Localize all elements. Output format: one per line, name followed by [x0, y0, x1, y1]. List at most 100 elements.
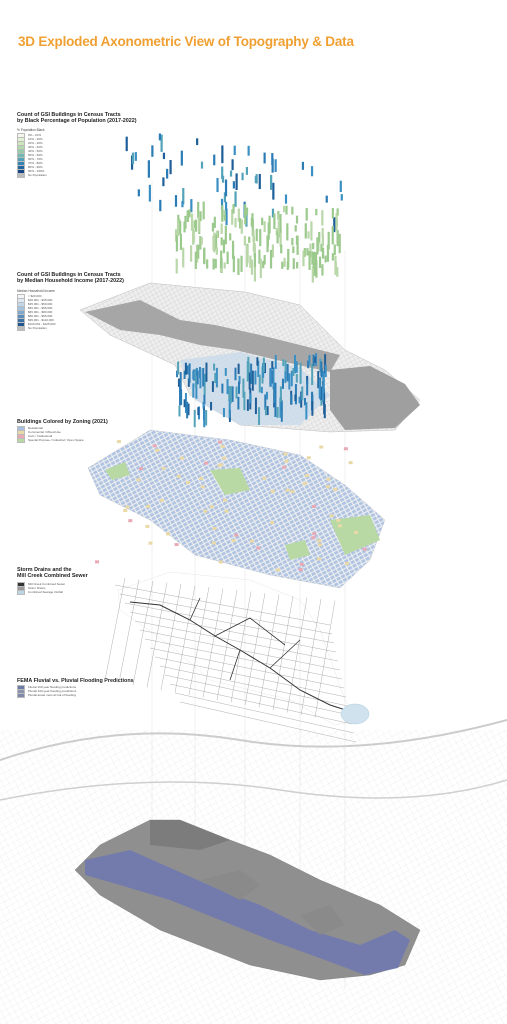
building-bar: [185, 480, 190, 484]
building-bar: [213, 363, 216, 371]
building-bar: [223, 209, 226, 218]
legend-sewer: Mill Creek Combined Sewer Storm Drains Com…: [17, 581, 65, 595]
building-bar: [307, 360, 310, 369]
building-bar: [206, 259, 209, 269]
storm-drain: [129, 611, 337, 653]
building-bar: [125, 136, 128, 152]
building-bar: [270, 521, 275, 525]
building-bar: [311, 401, 314, 416]
building-bar: [254, 176, 257, 184]
building-bar: [177, 214, 180, 223]
building-bar: [362, 547, 367, 551]
layer-median-income: [79, 282, 421, 433]
building-bar: [175, 234, 179, 252]
storm-drain: [164, 674, 351, 716]
building-bar: [169, 159, 172, 175]
building-bar: [202, 201, 205, 220]
building-bar: [151, 145, 154, 157]
section-title-income: Count of GSI Buildings in Census Tracts b…: [17, 272, 124, 285]
building-bar: [333, 488, 338, 492]
building-bar: [148, 541, 153, 545]
building-bar: [194, 251, 197, 270]
building-bar: [265, 391, 268, 400]
building-bar: [253, 262, 257, 282]
legend-black: % Population Black 0% - 10% 10% - 20% 20% …: [17, 128, 47, 178]
building-bar: [250, 259, 254, 275]
building-bar: [266, 235, 269, 253]
storm-drain: [244, 592, 266, 706]
legend-label: Civic / Institutional: [28, 434, 53, 438]
building-bar: [317, 371, 320, 389]
building-bar: [255, 228, 258, 242]
building-bar: [229, 233, 232, 241]
building-bar: [261, 217, 264, 226]
building-bar: [245, 258, 249, 268]
building-bar: [248, 377, 251, 390]
building-bar: [192, 383, 195, 398]
building-bar: [193, 220, 196, 229]
storm-drain: [118, 579, 140, 683]
building-bar: [263, 255, 266, 265]
building-bar: [234, 367, 237, 381]
building-bar: [312, 251, 316, 268]
building-bar: [287, 248, 290, 268]
storm-drain: [154, 656, 347, 698]
building-bar: [199, 211, 202, 222]
building-bar: [292, 258, 295, 270]
building-bar: [277, 213, 280, 221]
building-bar: [203, 394, 206, 405]
building-bar: [331, 226, 334, 245]
legend-income: Median Household Income < $20,000 $20,001…: [17, 289, 55, 331]
building-bar: [223, 498, 228, 502]
building-bar: [301, 386, 304, 401]
building-bar: [235, 386, 238, 399]
storm-drain: [104, 577, 126, 681]
building-bar: [95, 560, 100, 564]
building-bar: [240, 219, 243, 234]
building-bar: [152, 444, 157, 448]
building-bar: [312, 532, 317, 536]
legend-item: Pluvial areas most at risk of flooding: [17, 692, 76, 698]
building-bar: [343, 447, 348, 451]
building-bar: [317, 543, 322, 547]
building-bar: [131, 152, 135, 165]
building-bar: [203, 409, 206, 428]
building-bar: [305, 208, 308, 221]
building-bar: [326, 244, 330, 262]
building-bar: [221, 205, 224, 222]
storm-drain: [134, 620, 339, 662]
building-bar: [224, 201, 228, 215]
storm-drain: [300, 598, 322, 716]
building-bar: [274, 159, 277, 172]
building-bar: [280, 244, 283, 254]
legend-item: Special Purpose / Industrial / Open Spac…: [17, 437, 84, 443]
building-bar: [182, 187, 185, 205]
building-bar: [242, 378, 245, 398]
legend-label: No Population: [28, 326, 47, 330]
building-bar: [179, 386, 182, 406]
building-bar: [231, 539, 236, 543]
building-bar: [296, 235, 299, 255]
building-bar: [269, 249, 273, 269]
building-bar: [310, 221, 313, 241]
building-bar: [272, 367, 275, 390]
building-bar: [331, 253, 334, 261]
building-bar: [292, 368, 295, 377]
legend-swatch: [17, 589, 25, 595]
building-bar: [291, 206, 294, 215]
building-bar: [161, 466, 166, 470]
building-bar: [291, 237, 294, 246]
legend-label: $80,001 - $95,000: [28, 314, 53, 318]
building-bar: [220, 445, 225, 449]
building-bar: [204, 461, 209, 465]
legend-label: $50,001 - $65,000: [28, 306, 53, 310]
building-bar: [220, 237, 223, 246]
section-title-black: Count of GSI Buildings in Census Tracts b…: [17, 112, 137, 125]
legend-label: Fluvial 100-year flooding predictions: [28, 685, 77, 689]
building-bar: [298, 568, 303, 572]
building-bar: [277, 220, 280, 233]
building-bar: [229, 170, 233, 177]
building-bar: [301, 161, 305, 170]
building-bar: [250, 217, 253, 227]
